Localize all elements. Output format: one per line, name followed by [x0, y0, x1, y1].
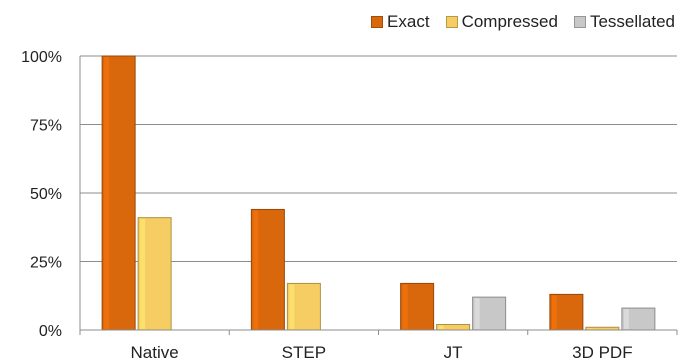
y-tick-label-4: 100% — [21, 49, 62, 66]
x-category-label-2: JT — [444, 343, 463, 362]
x-category-label-0: Native — [131, 343, 179, 362]
y-tick-label-2: 50% — [30, 186, 62, 203]
legend-item-compressed: Compressed — [445, 12, 558, 32]
legend-swatch-tessellated — [573, 16, 586, 28]
bar-highlight-tessellated-3 — [623, 309, 629, 329]
legend-label-exact: Exact — [387, 12, 430, 31]
y-tick-label-3: 75% — [30, 118, 62, 135]
bar-highlight-exact-3 — [551, 295, 557, 329]
bar-highlight-exact-0 — [104, 57, 110, 329]
y-tick-label-0: 0% — [39, 323, 62, 340]
bar-highlight-compressed-2 — [438, 325, 444, 329]
legend-swatch-compressed — [445, 16, 458, 28]
bar-highlight-exact-1 — [253, 210, 259, 329]
legend-item-tessellated: Tessellated — [573, 12, 675, 32]
bar-highlight-compressed-0 — [140, 218, 146, 329]
bar-highlight-compressed-1 — [289, 284, 295, 329]
legend-label-compressed: Compressed — [461, 12, 558, 31]
bar-highlight-exact-2 — [402, 284, 408, 329]
y-tick-label-1: 25% — [30, 255, 62, 272]
bar-highlight-compressed-3 — [587, 328, 593, 329]
legend-label-tessellated: Tessellated — [589, 12, 675, 31]
chart-legend: Exact Compressed Tessellated — [371, 12, 675, 32]
x-category-label-3: 3D PDF — [572, 343, 632, 362]
bar-highlight-tessellated-2 — [474, 298, 480, 329]
legend-item-exact: Exact — [371, 12, 430, 32]
x-category-label-1: STEP — [282, 343, 326, 362]
legend-swatch-exact — [371, 16, 384, 28]
